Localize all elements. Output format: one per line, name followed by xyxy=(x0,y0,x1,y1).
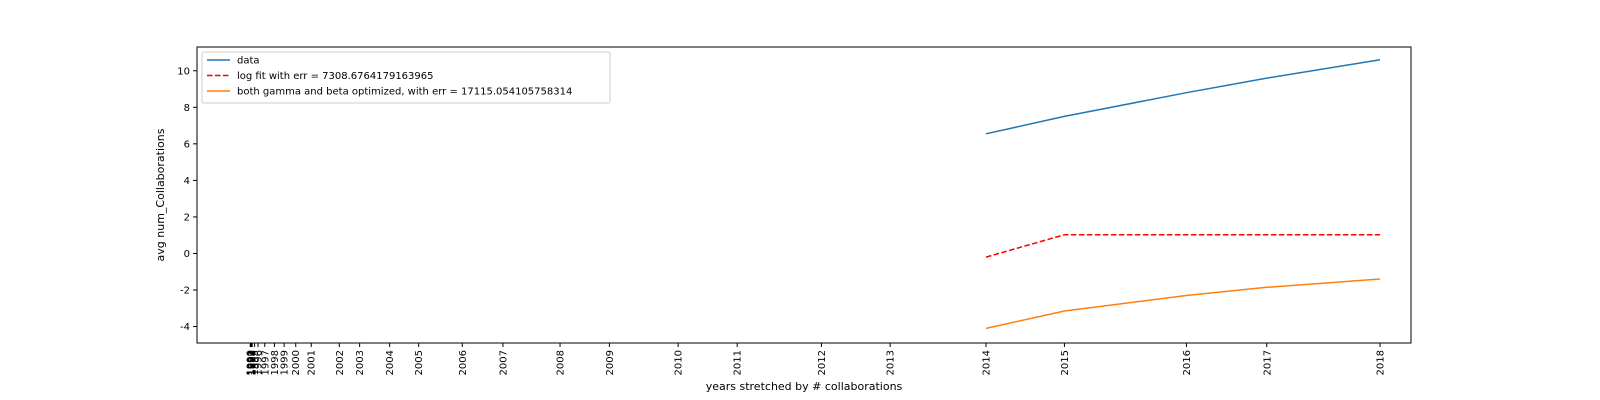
x-tick-label: 2011 xyxy=(733,350,744,375)
x-tick-label: 2009 xyxy=(605,350,616,375)
x-tick-label: 2014 xyxy=(982,350,993,375)
x-tick-label: 2000 xyxy=(291,350,302,375)
legend-box xyxy=(201,51,611,104)
x-tick-label: 2003 xyxy=(355,350,366,375)
y-axis-label: avg num_Collaborations xyxy=(154,128,167,261)
x-tick-label: 2012 xyxy=(817,350,828,375)
x-tick-label: 1997 xyxy=(260,350,271,375)
y-tick-label: 6 xyxy=(184,139,190,150)
x-tick-label: 1998 xyxy=(270,350,281,375)
y-axis-ticks: -4 -2 0 2 4 6 8 10 xyxy=(177,66,197,333)
x-tick-label: 1999 xyxy=(280,350,291,375)
x-axis-label: years stretched by # collaborations xyxy=(706,380,903,393)
y-tick-label: 0 xyxy=(184,249,190,260)
y-tick-label: 4 xyxy=(184,176,190,187)
x-tick-label: 1994 xyxy=(248,350,259,375)
x-tick-label: 2007 xyxy=(498,350,509,375)
series-layer xyxy=(985,59,1381,330)
x-tick-label: 2004 xyxy=(385,350,396,375)
x-tick-label: 2015 xyxy=(1060,350,1071,375)
x-tick-label: 1995 xyxy=(250,350,261,375)
x-axis-ticks: 1990199119921993199419951996199719981999… xyxy=(246,343,1387,375)
x-tick-label: 2013 xyxy=(886,350,897,375)
axes-frame xyxy=(196,46,1412,344)
legend-label: both gamma and beta optimized, with err … xyxy=(237,87,572,98)
x-tick-label: 1990 xyxy=(246,350,257,375)
x-tick-label: 2017 xyxy=(1262,350,1273,375)
y-tick-label: 10 xyxy=(177,66,190,77)
x-tick-label: 1991 xyxy=(246,350,257,375)
y-tick-label: -2 xyxy=(180,286,190,297)
y-tick-label: 8 xyxy=(184,103,190,114)
series-line-3 xyxy=(985,278,1381,330)
x-tick-label: 2018 xyxy=(1376,350,1387,375)
x-tick-label: 2001 xyxy=(307,350,318,375)
x-tick-label: 2005 xyxy=(414,350,425,375)
x-tick-label: 1993 xyxy=(247,350,258,375)
series-line-2 xyxy=(985,234,1380,258)
x-tick-label: 2010 xyxy=(674,350,685,375)
legend-items: data log fit with err = 7308.676417916396… xyxy=(207,56,572,98)
x-tick-label: 2002 xyxy=(335,350,346,375)
x-tick-label: 1992 xyxy=(247,350,258,375)
legend-label: data xyxy=(237,56,260,67)
plot-area: -4 -2 0 2 4 6 8 10 1990199119921993199419951996… xyxy=(177,46,1412,375)
legend: data log fit with err = 7308.676417916396… xyxy=(201,51,611,104)
x-tick-label: 2016 xyxy=(1182,350,1193,375)
legend-label: log fit with err = 7308.6764179163965 xyxy=(237,71,434,82)
x-tick-label: 2008 xyxy=(556,350,567,375)
series-line-1 xyxy=(985,59,1381,135)
x-tick-label: 2006 xyxy=(458,350,469,375)
y-tick-label: -4 xyxy=(180,322,190,333)
x-tick-label: 1996 xyxy=(253,350,264,375)
y-tick-label: 2 xyxy=(184,212,190,223)
